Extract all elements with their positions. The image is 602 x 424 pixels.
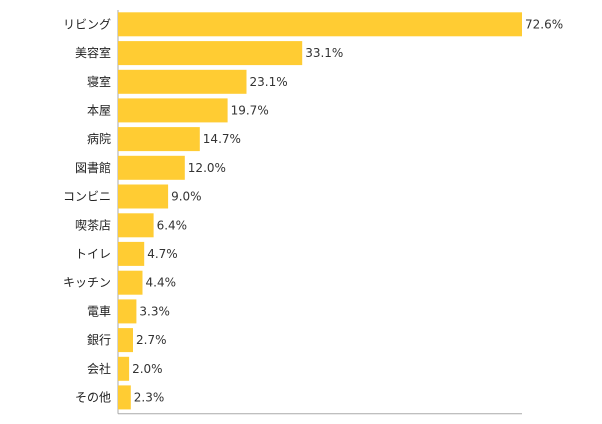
- category-label: キッチン: [63, 276, 111, 290]
- category-label: トイレ: [75, 247, 111, 261]
- category-label: 病院: [87, 131, 111, 146]
- category-label: 電車: [87, 304, 111, 318]
- category-label: 喫茶店: [75, 217, 111, 232]
- value-label: 19.7%: [231, 103, 269, 117]
- value-label: 4.4%: [146, 276, 177, 290]
- bar: [118, 184, 169, 209]
- value-label: 23.1%: [250, 75, 288, 89]
- bar: [118, 385, 131, 410]
- bar-layer: [118, 12, 522, 410]
- category-label: 美容室: [75, 45, 111, 60]
- bar: [118, 356, 130, 381]
- bar: [118, 328, 133, 353]
- value-label: 14.7%: [203, 132, 241, 146]
- value-label: 72.6%: [525, 17, 563, 31]
- category-label: 寝室: [87, 74, 111, 89]
- category-label: コンビニ: [63, 190, 111, 204]
- category-label: その他: [75, 390, 111, 404]
- category-label: 図書館: [75, 160, 111, 175]
- label-layer: リビング 72.6% 美容室 33.1% 寝室 23.1% 本屋 19.7% 病院 14.7% 図書…: [63, 17, 563, 404]
- value-label: 2.0%: [132, 362, 163, 376]
- value-label: 6.4%: [157, 218, 188, 232]
- value-label: 2.7%: [136, 333, 167, 347]
- category-label: 会社: [87, 361, 111, 376]
- value-label: 9.0%: [171, 190, 202, 204]
- value-label: 2.3%: [134, 390, 165, 404]
- bar: [118, 270, 143, 295]
- category-label: 銀行: [87, 333, 111, 347]
- value-label: 3.3%: [139, 304, 170, 318]
- value-label: 33.1%: [305, 46, 343, 60]
- bar: [118, 241, 145, 266]
- category-label: リビング: [63, 17, 111, 31]
- bar: [118, 41, 303, 66]
- value-label: 12.0%: [188, 161, 226, 175]
- bar: [118, 98, 228, 123]
- bar: [118, 127, 200, 152]
- bar: [118, 155, 185, 180]
- bar: [118, 69, 247, 94]
- bar: [118, 12, 522, 37]
- bar: [118, 299, 137, 324]
- category-label: 本屋: [87, 103, 111, 117]
- value-label: 4.7%: [147, 247, 178, 261]
- bar: [118, 213, 154, 238]
